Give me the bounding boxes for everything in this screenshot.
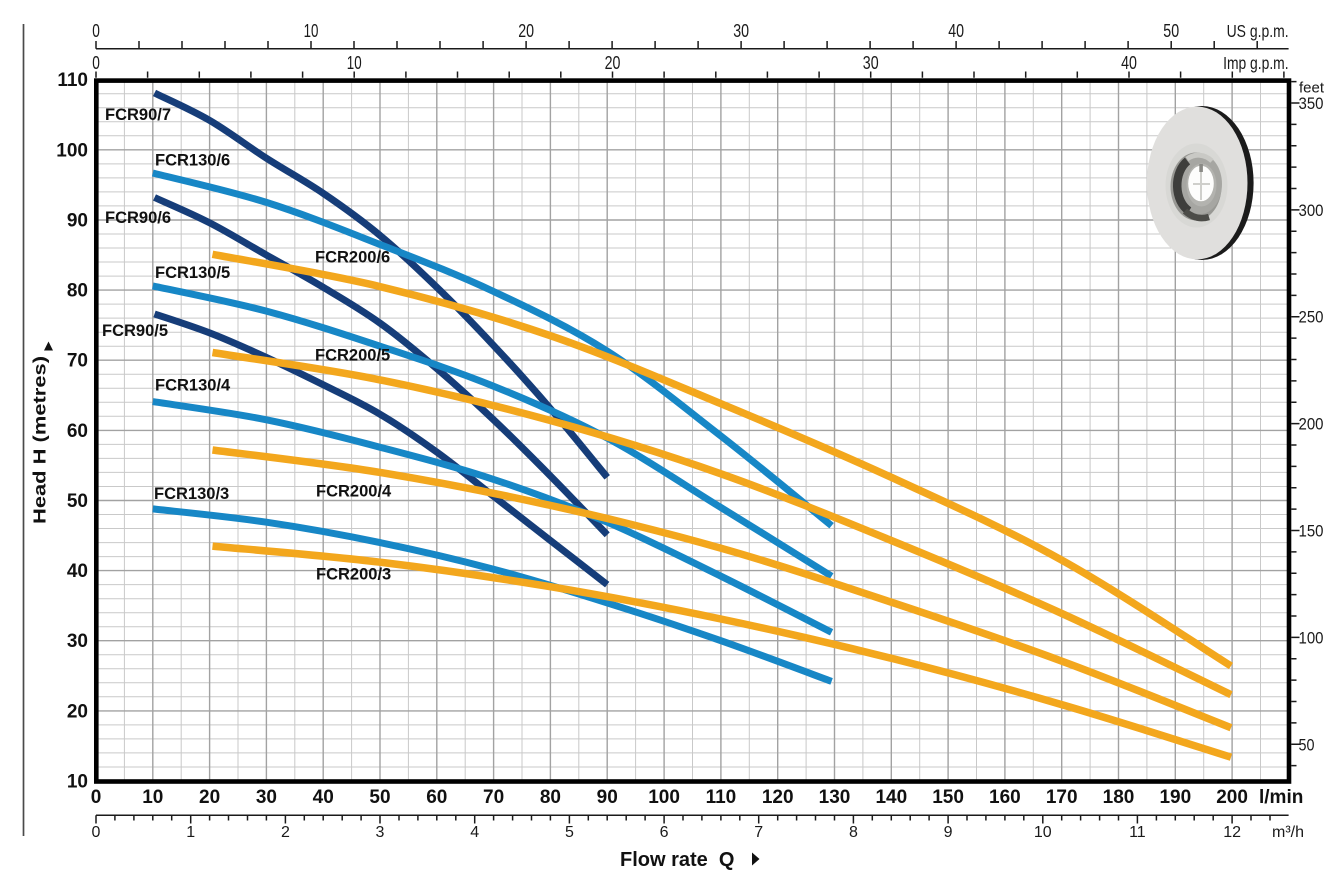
svg-text:50: 50: [67, 491, 88, 512]
svg-text:FCR130/6: FCR130/6: [155, 152, 230, 170]
svg-text:70: 70: [483, 787, 504, 808]
svg-text:l/min: l/min: [1259, 787, 1303, 808]
svg-text:140: 140: [875, 787, 907, 808]
svg-text:80: 80: [67, 281, 88, 302]
svg-text:9: 9: [944, 824, 953, 841]
svg-text:12: 12: [1223, 824, 1241, 841]
svg-text:FCR130/5: FCR130/5: [155, 264, 230, 282]
svg-text:FCR130/3: FCR130/3: [154, 485, 229, 503]
svg-text:80: 80: [540, 787, 561, 808]
svg-text:200: 200: [1216, 787, 1248, 808]
svg-text:30: 30: [256, 787, 277, 808]
svg-text:150: 150: [932, 787, 964, 808]
svg-text:FCR90/5: FCR90/5: [102, 322, 168, 340]
svg-text:30: 30: [733, 20, 749, 41]
svg-text:2: 2: [281, 824, 290, 841]
svg-text:250: 250: [1299, 308, 1324, 327]
svg-text:11: 11: [1129, 824, 1146, 841]
svg-text:10: 10: [67, 772, 88, 793]
svg-text:60: 60: [426, 787, 447, 808]
svg-text:FCR130/4: FCR130/4: [155, 377, 231, 395]
svg-text:3: 3: [376, 824, 385, 841]
svg-text:40: 40: [948, 20, 964, 41]
svg-text:US g.p.m.: US g.p.m.: [1227, 21, 1289, 41]
svg-text:0: 0: [92, 20, 100, 41]
svg-text:0: 0: [92, 52, 100, 73]
svg-text:40: 40: [313, 787, 334, 808]
svg-text:10: 10: [1034, 824, 1052, 841]
svg-text:FCR200/5: FCR200/5: [315, 347, 390, 365]
svg-text:m³/h: m³/h: [1272, 824, 1304, 841]
svg-text:0: 0: [91, 787, 102, 808]
svg-text:5: 5: [565, 824, 574, 841]
svg-text:300: 300: [1299, 201, 1324, 220]
svg-text:350: 350: [1299, 94, 1324, 113]
svg-text:10: 10: [347, 52, 362, 73]
svg-text:8: 8: [849, 824, 858, 841]
svg-text:7: 7: [754, 824, 763, 841]
svg-text:90: 90: [67, 211, 88, 232]
svg-text:FCR200/4: FCR200/4: [316, 483, 392, 501]
svg-text:FCR200/3: FCR200/3: [316, 566, 391, 584]
svg-text:110: 110: [57, 70, 88, 91]
svg-text:10: 10: [304, 20, 319, 41]
svg-text:60: 60: [67, 421, 88, 442]
svg-text:150: 150: [1299, 522, 1324, 541]
svg-text:Head H (metres): Head H (metres): [30, 356, 50, 524]
svg-text:130: 130: [819, 787, 851, 808]
svg-text:Flow rate Q: Flow rate Q: [620, 849, 734, 871]
svg-text:40: 40: [67, 561, 88, 582]
svg-text:10: 10: [142, 787, 163, 808]
svg-text:20: 20: [518, 20, 534, 41]
svg-text:20: 20: [605, 52, 621, 73]
svg-text:20: 20: [199, 787, 220, 808]
svg-text:FCR90/6: FCR90/6: [105, 209, 171, 227]
svg-text:70: 70: [67, 351, 88, 372]
svg-text:40: 40: [1121, 52, 1137, 73]
svg-text:90: 90: [597, 787, 618, 808]
svg-text:190: 190: [1159, 787, 1191, 808]
svg-text:Imp g.p.m.: Imp g.p.m.: [1223, 53, 1289, 73]
svg-text:feet: feet: [1299, 80, 1325, 97]
svg-text:4: 4: [470, 824, 479, 841]
svg-text:50: 50: [1163, 20, 1179, 41]
svg-text:180: 180: [1103, 787, 1135, 808]
svg-text:30: 30: [67, 631, 88, 652]
svg-text:1: 1: [186, 824, 195, 841]
svg-text:100: 100: [1299, 628, 1324, 647]
svg-text:160: 160: [989, 787, 1021, 808]
svg-text:30: 30: [863, 52, 879, 73]
svg-text:20: 20: [67, 701, 88, 722]
svg-text:0: 0: [92, 824, 101, 841]
svg-text:170: 170: [1046, 787, 1078, 808]
svg-text:200: 200: [1299, 415, 1324, 434]
svg-text:100: 100: [56, 140, 88, 161]
svg-text:6: 6: [660, 824, 669, 841]
svg-text:110: 110: [706, 787, 737, 808]
svg-text:50: 50: [369, 787, 390, 808]
svg-text:120: 120: [762, 787, 794, 808]
svg-text:FCR200/6: FCR200/6: [315, 249, 390, 267]
svg-text:FCR90/7: FCR90/7: [105, 106, 171, 124]
svg-text:100: 100: [648, 787, 680, 808]
svg-text:50: 50: [1299, 735, 1315, 754]
